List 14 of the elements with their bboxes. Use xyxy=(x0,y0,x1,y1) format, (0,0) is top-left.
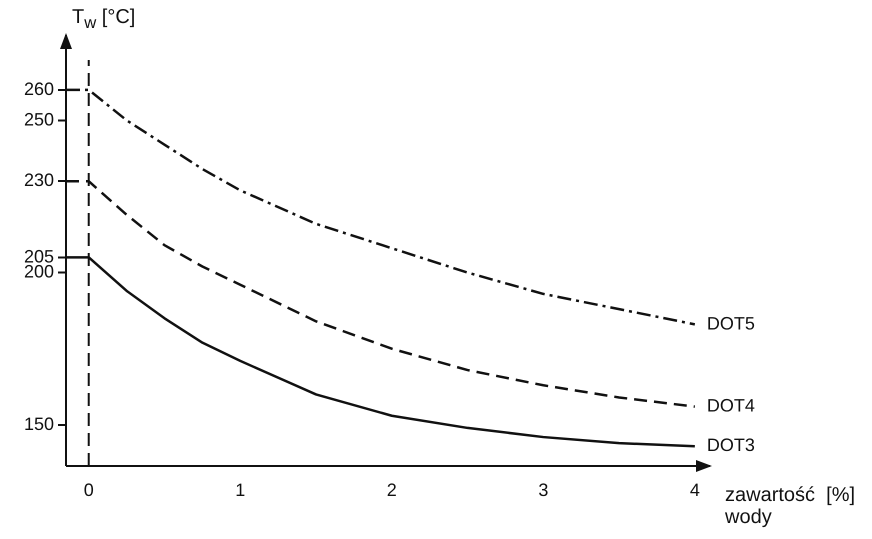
y-tick-label: 260 xyxy=(24,78,54,99)
x-tick-label: 3 xyxy=(538,480,548,500)
y-tick-label: 150 xyxy=(24,414,54,434)
x-tick-label: 4 xyxy=(690,480,700,500)
y-axis-title: T$_{w}$ [°C] xyxy=(72,6,136,34)
x-axis-title: zawartość [%] wody xyxy=(725,484,856,528)
y-tick-label: 230 xyxy=(24,170,54,190)
series-label: DOT4 xyxy=(706,396,755,416)
series-label: DOT3 xyxy=(706,435,755,456)
y-tick-label: 250 xyxy=(24,109,54,130)
x-tick-label: 0 xyxy=(84,480,94,500)
series-label: DOT5 xyxy=(706,313,755,334)
x-tick-label: 1 xyxy=(235,480,246,500)
x-tick-label: 2 xyxy=(386,480,397,500)
